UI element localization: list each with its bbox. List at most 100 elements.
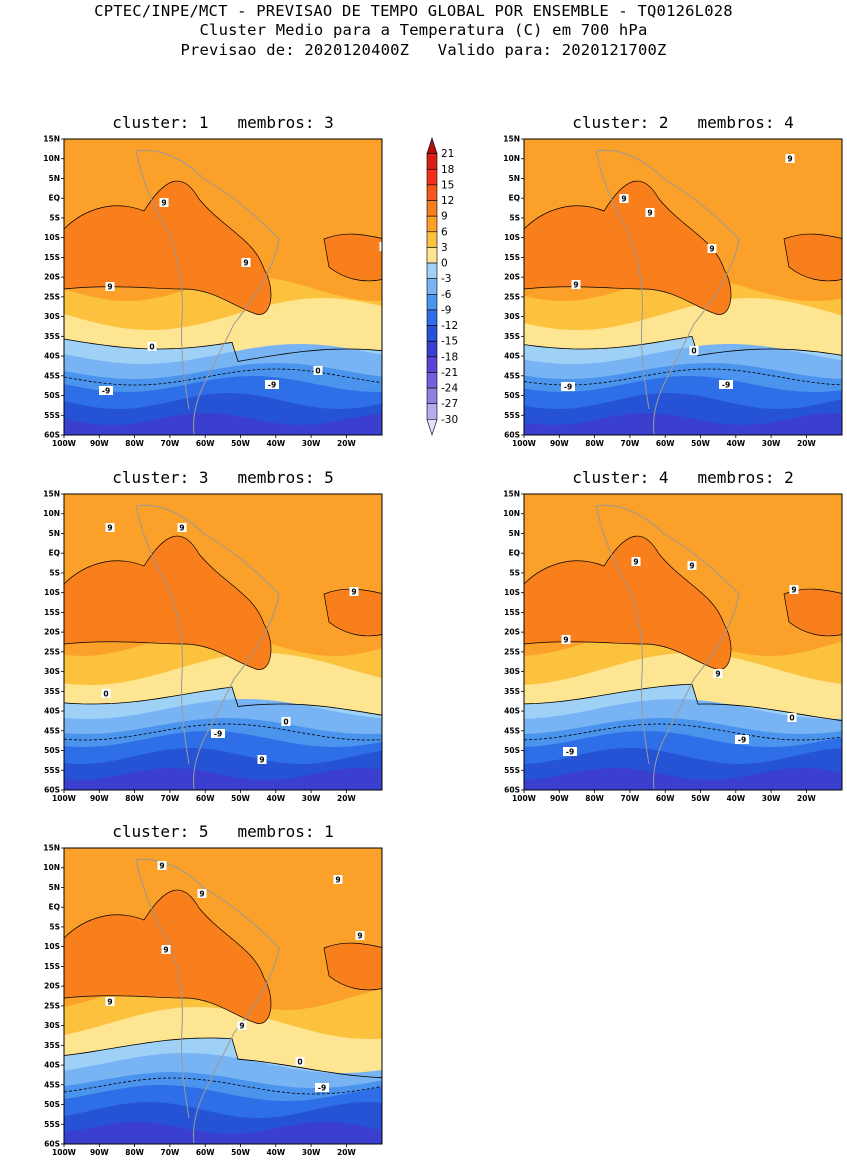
contour-label-bg [785,154,795,163]
contour-label: -9 [268,381,276,390]
panel-2-title: cluster: 2 membros: 4 [572,113,794,132]
contour-label-bg [147,342,157,351]
lat-tick-label: EQ [509,194,521,203]
map-panel-cluster-5: 9 9 9 9 9 9 9 0 -9 15N 10N 5N EQ 5S 10S 15S 20S 25S 30S 35S… [30,842,383,1158]
contour-label-bg [105,523,115,532]
lat-tick-label: 40S [44,352,60,361]
contour-label: -9 [738,736,746,745]
warm-region-9-east [323,942,382,991]
panel-4-title: cluster: 4 membros: 2 [572,468,794,487]
colorbar-swatch [426,294,438,311]
lon-tick-label: 70W [621,794,640,803]
lon-tick-label: 30W [302,794,321,803]
map-svg: 9 9 9 9 0 0 -9 15N 10N 5N EQ 5S 10S 15S 20S 25S 30S 35S 40… [43,490,383,803]
temperature-band [64,1122,382,1144]
isotherm-minus-9 [524,368,842,386]
map-panel-cluster-2: 9 9 9 9 9 0 -9 -9 15N 10N 5N EQ 5S 10S 15S 20S 25S 30S 35S… [490,133,843,449]
lat-tick-label: 25S [504,647,520,656]
lon-tick-label: 60W [196,794,215,803]
lon-tick-label: 80W [585,794,604,803]
lon-tick-label: 40W [266,439,285,448]
lat-tick-label: 5S [49,568,60,577]
lon-tick-label: 30W [302,439,321,448]
colorbar-swatch [426,184,438,201]
lat-tick-label: 5S [49,213,60,222]
contour-label-bg [197,889,207,898]
colorbar-level-label: -24 [441,383,458,395]
contour-label-bg [313,366,323,375]
lat-tick-label: 40S [504,352,520,361]
colorbar-swatch [426,356,438,373]
contour-label-bg [99,386,113,395]
lat-tick-label: 15S [44,608,60,617]
contour-label: 9 [107,524,112,533]
contour-label: 9 [351,588,356,597]
lat-tick-label: 40S [504,707,520,716]
colorbar-level-label: 9 [441,211,448,223]
header-line-3: Previsao de: 2020120400Z Valido para: 20… [180,41,667,59]
lon-tick-label: 50W [691,439,710,448]
lat-tick-label: 50S [504,391,520,400]
contour-label-bg [645,208,655,217]
contour-label-bg [561,382,575,391]
lon-tick-label: 50W [231,439,250,448]
contour-label-bg [563,747,577,756]
lon-tick-label: 40W [726,439,745,448]
lon-tick-label: 80W [125,794,144,803]
contour-label: 0 [789,714,794,723]
lat-tick-label: 40S [44,1061,60,1070]
isotherm-0 [524,683,842,721]
warm-region-9-east [783,588,842,637]
contour-label-bg [257,755,267,764]
contour-label-bg [333,875,343,884]
contour-label: -9 [564,383,572,392]
contour-label-bg [687,561,697,570]
contour-label-bg [159,198,169,207]
lat-tick-label: 10N [503,154,520,163]
lat-tick-label: 5N [49,883,61,892]
map-frame [523,138,843,436]
colorbar-swatch [426,168,438,186]
contour-label-bg [713,669,723,678]
colorbar-swatch [426,153,438,170]
contour-label-bg [619,194,629,203]
lat-tick-label: 30S [44,312,60,321]
lon-tick-label: 30W [302,1148,321,1157]
contour-label: 0 [691,347,696,356]
contour-label: 0 [283,718,288,727]
warm-region-9-east [323,233,382,282]
contour-label: 9 [107,283,112,292]
map-frame [63,847,383,1145]
lon-tick-label: 50W [231,1148,250,1157]
colorbar-swatch [426,372,438,389]
lon-tick-label: 20W [337,439,356,448]
colorbar-swatch [426,387,438,405]
coastline [595,149,740,435]
map-frame [63,138,383,436]
contour-label-bg [379,242,382,251]
lat-tick-label: 35S [44,1041,60,1050]
lat-tick-label: 45S [44,726,60,735]
lon-tick-label: 40W [266,1148,285,1157]
lat-tick-label: 55S [504,411,520,420]
warm-region-9 [64,889,272,1024]
colorbar-swatch [426,231,438,248]
lon-tick-label: 20W [797,439,816,448]
colorbar-level-label: 12 [441,195,454,207]
colorbar-swatch [426,419,438,436]
lat-tick-label: 60S [44,1140,60,1149]
warm-region-9-east [323,588,382,637]
lat-tick-label: EQ [49,549,61,558]
lat-tick-label: 55S [504,766,520,775]
lat-tick-label: 30S [44,1021,60,1030]
lon-tick-label: 30W [762,794,781,803]
contour-label-bg [211,729,225,738]
map-panel-cluster-3: 9 9 9 9 0 0 -9 15N 10N 5N EQ 5S 10S 15S 20S 25S 30S 35S 40… [30,488,383,804]
lat-tick-label: 15N [43,135,60,144]
contour-label-bg [161,945,171,954]
contour-label: 9 [107,998,112,1007]
lon-tick-label: 80W [125,1148,144,1157]
colorbar-swatch [426,200,438,217]
contour-label-bg [631,557,641,566]
coastline [135,149,280,435]
